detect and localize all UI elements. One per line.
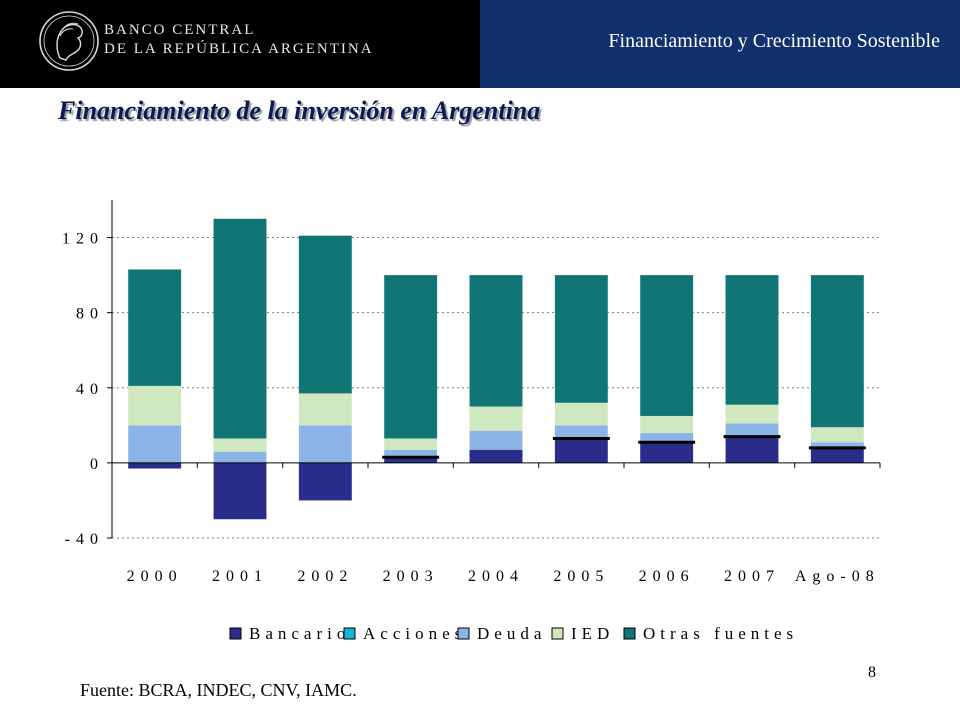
bar-segment-otras-fuentes: [554, 275, 608, 403]
bar-segment-deuda: [128, 425, 182, 463]
bar-segment-otras-fuentes: [469, 275, 523, 407]
bar-segment-ied: [384, 438, 438, 450]
axis-layer: -40 0 40 80 120 2000 2001 2002 2003 2004 2005 2006 2…: [62, 200, 881, 585]
bar-segment-bancario: [384, 457, 438, 463]
bar-segment-bancario: [725, 436, 779, 463]
bar-segment-bancario: [810, 447, 864, 463]
header-section-panel: [480, 0, 960, 88]
legend-label: Otras fuentes: [643, 624, 798, 643]
bar-segment-otras-fuentes: [640, 275, 694, 416]
bar-segment-bancario: [469, 449, 523, 463]
bar-segment-deuda: [554, 425, 608, 439]
legend-swatch: [551, 627, 564, 640]
bar-segment-otras-fuentes: [298, 235, 352, 394]
bar-segment-bancario: [128, 462, 182, 469]
bank-name-line1: BANCO CENTRAL: [104, 22, 256, 38]
bar-segment-ied: [554, 402, 608, 426]
bar-segment-ied: [298, 393, 352, 426]
x-tick-label: 2002: [297, 568, 353, 585]
bars-layer: [128, 218, 866, 520]
bar-segment-ied: [469, 406, 523, 431]
x-tick-label: Ago-08: [795, 568, 880, 585]
bar-segment-bancario: [298, 462, 352, 501]
x-tick-label: 2003: [383, 568, 439, 585]
legend-label: IED: [571, 624, 614, 643]
bar-segment-deuda: [640, 432, 694, 443]
legend-label: Deuda: [477, 624, 546, 643]
legend-swatch: [457, 627, 470, 640]
legend-label: Bancario: [249, 624, 350, 643]
bar-segment-ied: [810, 427, 864, 443]
source-note: Fuente: BCRA, INDEC, CNV, IAMC.: [80, 680, 357, 700]
legend: Bancario Acciones Deuda IED Otras fuentes: [229, 624, 798, 643]
bar-segment-bancario: [554, 438, 608, 463]
x-tick-label: 2001: [212, 568, 268, 585]
bar-segment-ied: [128, 385, 182, 426]
effigy-medallion-icon: [39, 11, 99, 71]
bar-segment-deuda: [469, 430, 523, 450]
y-tick-label: 80: [76, 306, 104, 323]
slide-title: Financiamiento de la inversión en Argent…: [58, 96, 541, 125]
bar-segment-ied: [725, 404, 779, 424]
bar-segment-deuda: [384, 449, 438, 458]
legend-swatch: [343, 627, 356, 640]
bank-name-line2: DE LA REPÚBLICA ARGENTINA: [104, 41, 374, 57]
x-tick-label: 2004: [468, 568, 524, 585]
y-tick-label: -40: [65, 531, 104, 548]
x-tick-label: 2000: [127, 568, 183, 585]
bar-segment-deuda: [725, 423, 779, 437]
section-title: Financiamiento y Crecimiento Sostenible: [608, 30, 940, 52]
bar-segment-otras-fuentes: [213, 218, 267, 439]
bar-segment-otras-fuentes: [384, 275, 438, 439]
legend-label: Acciones: [363, 624, 466, 643]
bar-segment-deuda: [810, 442, 864, 448]
header-brand-panel: BANCO CENTRAL DE LA REPÚBLICA ARGENTINA: [0, 0, 480, 88]
bar-segment-ied: [213, 438, 267, 452]
bar-segment-ied: [640, 415, 694, 433]
x-tick-label: 2005: [553, 568, 609, 585]
y-tick-label: 120: [62, 231, 104, 248]
bar-segment-bancario: [213, 462, 267, 520]
x-tick-label: 2007: [724, 568, 780, 585]
bar-segment-bancario: [640, 442, 694, 463]
y-tick-label: 40: [76, 381, 104, 398]
bar-segment-otras-fuentes: [810, 275, 864, 428]
page-number: 8: [868, 664, 876, 681]
legend-swatch: [229, 627, 242, 640]
bar-segment-deuda: [213, 451, 267, 463]
bar-segment-otras-fuentes: [128, 269, 182, 386]
x-tick-label: 2006: [639, 568, 695, 585]
legend-swatch: [623, 627, 636, 640]
y-tick-label: 0: [90, 456, 104, 473]
bar-segment-otras-fuentes: [725, 275, 779, 405]
bar-segment-deuda: [298, 425, 352, 463]
